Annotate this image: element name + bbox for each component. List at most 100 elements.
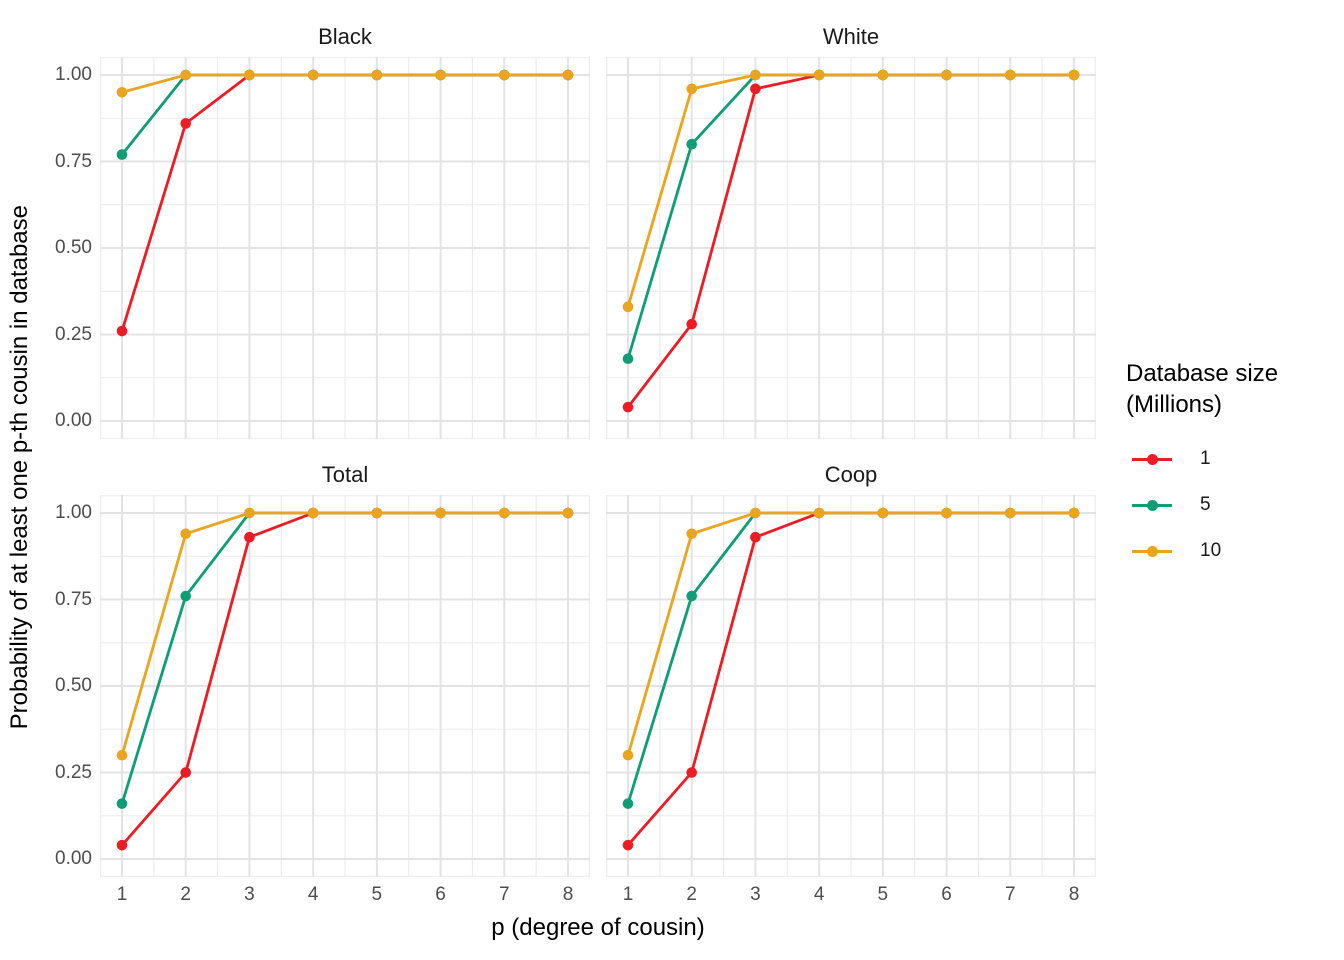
facet-panel <box>606 57 1096 439</box>
data-point <box>941 69 952 81</box>
series-points-10m <box>622 69 1080 313</box>
data-point <box>813 69 825 81</box>
data-point <box>686 767 698 778</box>
x-tick-label: 4 <box>813 884 825 905</box>
x-tick-label: 8 <box>562 884 574 905</box>
y-tick-label: 1.00 <box>55 64 92 85</box>
series-points-10m <box>116 507 574 761</box>
data-point <box>750 69 761 81</box>
data-point <box>686 528 698 540</box>
facet-strip-title: Coop <box>824 462 878 487</box>
x-tick-label: 2 <box>180 884 191 905</box>
data-point <box>116 839 128 851</box>
x-tick-label: 7 <box>1004 884 1016 905</box>
x-axis-title-text: p (degree of cousin) <box>491 914 705 941</box>
series-line-10m <box>121 73 568 94</box>
data-point <box>622 301 634 313</box>
data-point <box>498 507 510 519</box>
gridlines-major <box>606 57 1096 439</box>
data-point <box>307 69 319 81</box>
x-tick-label: 7 <box>498 884 510 905</box>
y-tick-label: 0.00 <box>55 410 92 431</box>
data-point <box>750 531 761 543</box>
data-point <box>180 69 192 81</box>
gridlines-major <box>100 495 590 877</box>
data-point <box>941 507 952 519</box>
data-point <box>180 767 192 778</box>
data-point <box>1004 69 1016 81</box>
data-point <box>562 507 574 519</box>
data-point <box>116 149 128 160</box>
data-point <box>622 401 634 413</box>
y-axis-title: Probability of at least one p-th cousin … <box>2 57 38 877</box>
y-axis-title-text: Probability of at least one p-th cousin … <box>6 204 33 730</box>
legend-key-icon <box>1132 498 1172 512</box>
y-tick-label: 0.25 <box>55 761 92 783</box>
legend-entry-label: 5 <box>1200 494 1211 515</box>
legend-title-line-1: Database size <box>1126 360 1279 387</box>
data-point <box>686 318 698 330</box>
data-point <box>1068 507 1080 519</box>
data-point <box>622 839 634 851</box>
data-point <box>371 507 383 519</box>
x-tick-label: 4 <box>307 884 319 905</box>
data-point <box>1068 69 1080 81</box>
legend-title: Database size (Millions) <box>1126 358 1344 420</box>
data-point <box>622 353 634 365</box>
data-point <box>686 138 698 150</box>
data-point <box>813 507 825 519</box>
facet-plot-area <box>606 57 1096 439</box>
facet-plot-area <box>606 495 1096 877</box>
data-point <box>116 798 128 809</box>
data-point <box>180 590 192 602</box>
data-point <box>750 83 761 95</box>
legend-entry: 1 <box>1126 436 1344 482</box>
facet-panel <box>100 57 590 439</box>
facet-strip-title: White <box>822 24 880 49</box>
data-point <box>686 590 698 602</box>
gridlines-minor <box>100 495 590 877</box>
x-axis-title: p (degree of cousin) <box>100 914 1096 942</box>
x-tick-label: 6 <box>435 884 446 905</box>
data-point <box>180 528 192 540</box>
facet-strip-title: Total <box>321 462 369 487</box>
facet-panel <box>606 495 1096 877</box>
series-line-10m <box>120 511 568 756</box>
data-point <box>1004 507 1016 519</box>
legend: Database size (Millions) 1 5 10 <box>1126 358 1344 574</box>
x-tick-label: 6 <box>941 884 952 905</box>
x-tick-label: 3 <box>750 884 761 905</box>
data-point <box>435 507 446 519</box>
legend-entries: 1 5 10 <box>1126 436 1344 574</box>
gridlines-minor <box>100 57 590 439</box>
data-point <box>435 69 446 81</box>
data-point <box>180 118 192 129</box>
facet-plot-area <box>100 495 590 877</box>
facet-panel <box>100 495 590 877</box>
x-tick-label: 5 <box>877 884 889 905</box>
data-point <box>562 69 574 81</box>
y-tick-label: 1.00 <box>55 502 92 523</box>
y-tick-label: 0.50 <box>55 237 92 258</box>
data-point <box>116 87 128 98</box>
legend-key-icon <box>1132 452 1172 466</box>
y-tick-label: 0.00 <box>55 848 92 869</box>
series-line-10m <box>626 511 1074 756</box>
data-point <box>877 507 889 519</box>
legend-key-icon <box>1132 544 1172 558</box>
x-tick-label: 5 <box>371 884 383 905</box>
legend-entry-label: 1 <box>1200 448 1211 469</box>
x-tick-label: 2 <box>686 884 697 905</box>
data-point <box>244 531 255 543</box>
data-point <box>371 69 383 81</box>
data-point <box>622 798 634 809</box>
data-point <box>116 749 128 761</box>
data-point <box>307 507 319 519</box>
data-point <box>498 69 510 81</box>
x-tick-label: 1 <box>116 884 128 905</box>
series-points-10m <box>622 507 1080 761</box>
y-tick-label: 0.75 <box>55 150 92 172</box>
facet-plot-area <box>100 57 590 439</box>
facet-strip-title: Black <box>318 24 372 49</box>
